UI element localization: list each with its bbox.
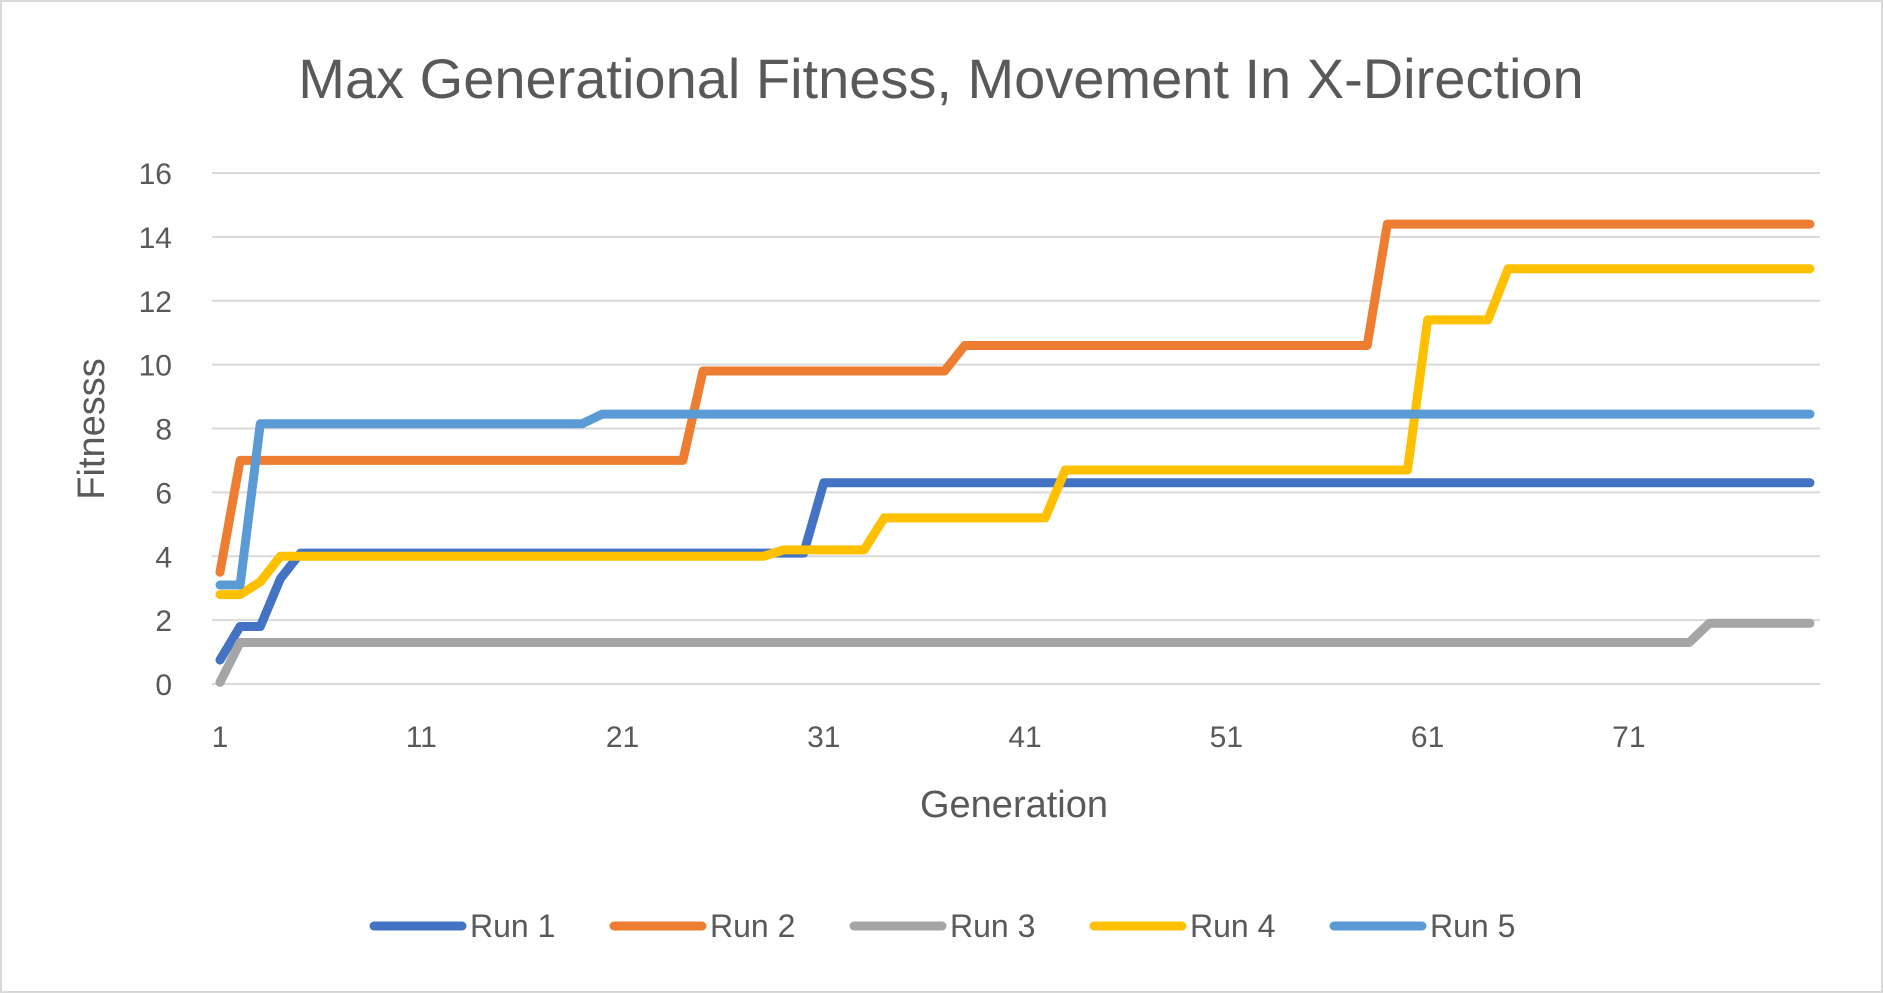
x-tick-label: 21: [606, 721, 639, 754]
legend-label-run-3: Run 3: [950, 908, 1035, 944]
x-tick-label: 31: [807, 721, 840, 754]
y-tick-label: 14: [139, 222, 172, 255]
legend-label-run-1: Run 1: [470, 908, 555, 944]
legend-label-run-4: Run 4: [1190, 908, 1275, 944]
x-tick-label: 61: [1411, 721, 1444, 754]
y-tick-label: 8: [155, 414, 172, 447]
x-tick-label: 11: [406, 721, 437, 754]
series-line-run-3: [215, 618, 1815, 687]
x-tick-label: 71: [1612, 721, 1645, 754]
y-axis-title: Fitnesss: [71, 358, 113, 499]
series-line-run-5: [215, 409, 1815, 590]
legend-label-run-5: Run 5: [1430, 908, 1515, 944]
x-axis-ticks: 1 11 21 31 41 51 61 71: [212, 721, 1646, 754]
y-tick-label: 4: [155, 541, 172, 574]
x-axis-title: Generation: [920, 784, 1108, 826]
x-tick-label: 51: [1210, 721, 1243, 754]
series-line-run-1: [215, 478, 1815, 665]
y-tick-label: 10: [139, 350, 172, 383]
legend-label-run-2: Run 2: [710, 908, 795, 944]
y-tick-label: 2: [155, 605, 172, 638]
chart-title: Max Generational Fitness, Movement In X-…: [298, 47, 1583, 110]
series-line-run-4: [215, 264, 1815, 600]
y-tick-label: 6: [155, 477, 172, 510]
x-tick-label: 41: [1008, 721, 1041, 754]
legend: Run 1 Run 2 Run 3 Run 4 Run 5: [369, 908, 1515, 944]
series-line-run-2: [215, 219, 1815, 577]
series-lines: [215, 219, 1815, 687]
gridlines: [212, 172, 1820, 685]
x-tick-label: 1: [212, 721, 229, 754]
y-tick-label: 12: [139, 286, 172, 319]
y-tick-label: 16: [139, 158, 172, 191]
y-tick-label: 0: [155, 669, 172, 702]
y-axis-ticks: 0 2 4 6 8 10 12 14 16: [139, 158, 172, 702]
